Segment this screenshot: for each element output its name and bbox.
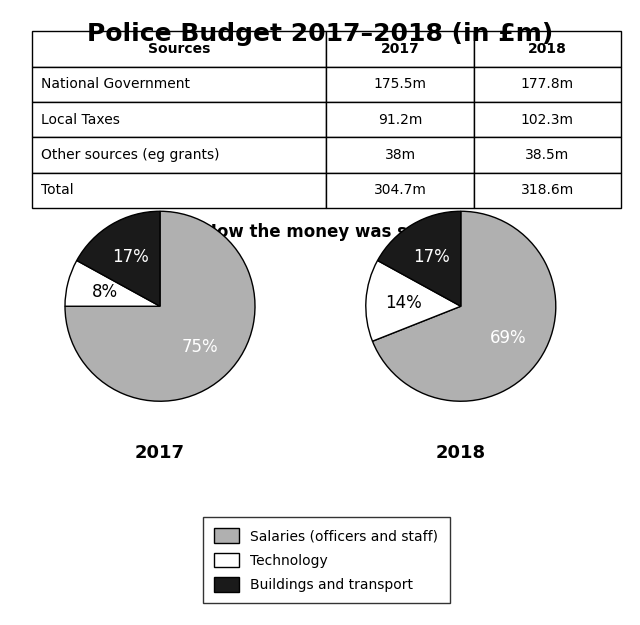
Legend: Salaries (officers and staff), Technology, Buildings and transport: Salaries (officers and staff), Technolog…	[204, 518, 449, 603]
Text: National Government: National Government	[41, 78, 190, 91]
Bar	[326, 138, 474, 172]
Wedge shape	[372, 211, 556, 401]
Bar	[32, 102, 326, 138]
Text: 175.5m: 175.5m	[374, 78, 426, 91]
Text: 304.7m: 304.7m	[374, 183, 426, 198]
Bar	[326, 67, 474, 102]
Text: 75%: 75%	[182, 338, 219, 356]
Text: 14%: 14%	[385, 294, 422, 312]
Bar	[32, 173, 326, 208]
Text: 91.2m: 91.2m	[378, 112, 422, 127]
Text: Police Budget 2017–2018 (in £m): Police Budget 2017–2018 (in £m)	[87, 22, 553, 46]
Text: 38.5m: 38.5m	[525, 148, 570, 162]
Text: 17%: 17%	[413, 248, 450, 266]
Wedge shape	[77, 211, 160, 306]
Text: 8%: 8%	[92, 283, 118, 301]
Text: How the money was spent: How the money was spent	[203, 223, 450, 241]
Text: Other sources (eg grants): Other sources (eg grants)	[41, 148, 220, 162]
Bar	[326, 102, 474, 138]
Text: 2018: 2018	[528, 42, 566, 56]
Text: Total: Total	[41, 183, 74, 198]
Wedge shape	[65, 261, 160, 306]
Bar	[326, 31, 474, 67]
Text: 177.8m: 177.8m	[520, 78, 574, 91]
Text: 17%: 17%	[113, 248, 149, 266]
Bar	[32, 31, 326, 67]
Text: 2018: 2018	[436, 444, 486, 462]
Bar	[474, 102, 621, 138]
Bar	[326, 173, 474, 208]
Wedge shape	[378, 211, 461, 306]
Text: 2017: 2017	[135, 444, 185, 462]
Bar	[474, 31, 621, 67]
Text: 38m: 38m	[385, 148, 415, 162]
Text: Sources: Sources	[148, 42, 211, 56]
Text: 102.3m: 102.3m	[521, 112, 573, 127]
Bar	[32, 67, 326, 102]
Bar	[474, 67, 621, 102]
Text: Local Taxes: Local Taxes	[41, 112, 120, 127]
Bar	[32, 138, 326, 172]
Text: 2017: 2017	[381, 42, 419, 56]
Wedge shape	[366, 261, 461, 341]
Bar	[474, 138, 621, 172]
Bar	[474, 173, 621, 208]
Text: 318.6m: 318.6m	[520, 183, 574, 198]
Wedge shape	[65, 211, 255, 401]
Text: 69%: 69%	[490, 329, 526, 348]
